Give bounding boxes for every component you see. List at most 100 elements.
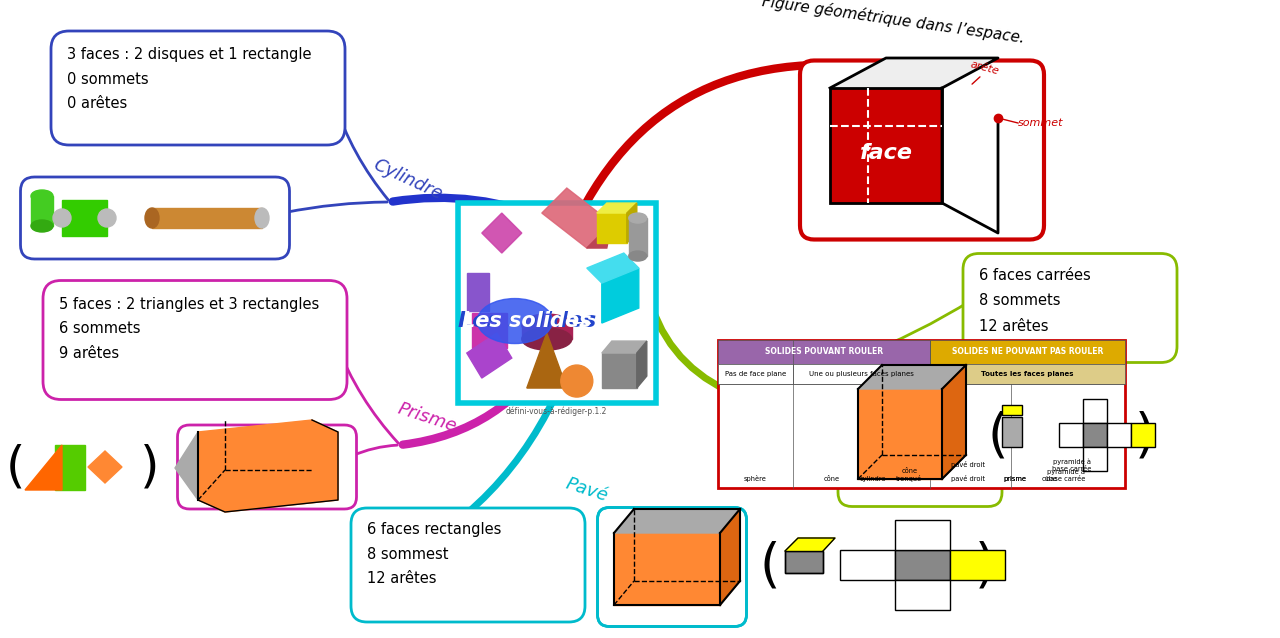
Polygon shape	[627, 203, 637, 243]
Bar	[929, 340, 1125, 364]
Text: Pas de face plane: Pas de face plane	[724, 371, 786, 377]
Ellipse shape	[99, 209, 116, 227]
Bar	[785, 551, 823, 573]
Text: 5 faces : 2 triangles et 3 rectangles
6 sommets
9 arêtes: 5 faces : 2 triangles et 3 rectangles 6 …	[59, 297, 319, 360]
Polygon shape	[942, 88, 998, 233]
Bar	[794, 364, 929, 384]
Ellipse shape	[477, 299, 552, 343]
Bar	[840, 550, 895, 580]
Text: Cylindre: Cylindre	[370, 156, 445, 204]
Bar	[1107, 423, 1132, 447]
Bar	[1059, 423, 1083, 447]
Bar	[1002, 417, 1021, 447]
Text: sphère: sphère	[744, 475, 767, 482]
Polygon shape	[602, 341, 646, 353]
Text: Cube: Cube	[718, 338, 767, 366]
Text: face: face	[859, 143, 913, 163]
Text: ): )	[1135, 411, 1156, 463]
Bar	[895, 520, 950, 550]
Ellipse shape	[31, 190, 52, 202]
Ellipse shape	[628, 251, 646, 261]
Polygon shape	[614, 509, 740, 533]
Text: Les solides: Les solides	[458, 311, 596, 331]
Text: sommet: sommet	[1018, 118, 1064, 128]
Ellipse shape	[628, 213, 646, 223]
Text: Solide: Solide	[591, 212, 648, 258]
Polygon shape	[942, 365, 966, 479]
Bar	[950, 550, 1005, 580]
Bar	[61, 200, 108, 236]
Text: prisme: prisme	[1004, 476, 1027, 482]
FancyBboxPatch shape	[838, 367, 1002, 507]
Polygon shape	[467, 333, 512, 378]
Ellipse shape	[145, 208, 159, 228]
Text: (: (	[5, 443, 24, 491]
Text: prisme: prisme	[1004, 476, 1027, 482]
Polygon shape	[586, 223, 612, 248]
Ellipse shape	[522, 328, 572, 350]
Polygon shape	[541, 188, 612, 248]
Polygon shape	[26, 445, 61, 490]
Polygon shape	[614, 533, 719, 605]
Polygon shape	[175, 432, 198, 500]
Text: cône
tronqué: cône tronqué	[896, 468, 923, 482]
Bar	[718, 364, 794, 384]
Bar	[929, 364, 1125, 384]
Text: 6 faces carrées
8 sommets
12 arêtes: 6 faces carrées 8 sommets 12 arêtes	[979, 267, 1091, 334]
Bar	[628, 218, 646, 256]
Text: SOLIDES POUVANT ROULER: SOLIDES POUVANT ROULER	[764, 348, 883, 357]
FancyBboxPatch shape	[351, 508, 585, 622]
Text: Les solides: Les solides	[462, 311, 591, 331]
Text: Figure géométrique dans l’espace.: Figure géométrique dans l’espace.	[760, 0, 1025, 47]
Polygon shape	[88, 451, 122, 483]
Polygon shape	[719, 509, 740, 605]
Bar	[895, 580, 950, 610]
Text: 6 faces rectangles
8 sommest
12 arêtes: 6 faces rectangles 8 sommest 12 arêtes	[367, 522, 502, 586]
Text: pavé droit: pavé droit	[951, 475, 986, 482]
Bar	[458, 203, 655, 403]
Text: (: (	[760, 540, 781, 592]
Bar	[522, 325, 572, 339]
Bar	[895, 550, 950, 580]
FancyBboxPatch shape	[963, 253, 1178, 362]
Bar	[718, 340, 1125, 488]
Bar	[1083, 423, 1107, 447]
Text: cube: cube	[1042, 476, 1059, 482]
Ellipse shape	[255, 208, 269, 228]
Text: ): )	[141, 443, 160, 491]
FancyBboxPatch shape	[800, 61, 1044, 239]
FancyBboxPatch shape	[598, 507, 746, 627]
Polygon shape	[785, 538, 835, 551]
Bar	[829, 88, 942, 203]
Polygon shape	[858, 389, 942, 479]
Polygon shape	[602, 353, 637, 388]
Bar	[31, 196, 52, 226]
Text: arête: arête	[969, 59, 1001, 77]
Polygon shape	[637, 341, 646, 388]
Bar	[1083, 399, 1107, 423]
Polygon shape	[472, 313, 507, 348]
FancyBboxPatch shape	[20, 177, 289, 259]
Text: pyramide à
base carrée: pyramide à base carrée	[1046, 468, 1085, 482]
Bar	[1132, 423, 1155, 447]
Polygon shape	[602, 268, 639, 323]
Polygon shape	[829, 88, 942, 203]
Ellipse shape	[52, 209, 70, 227]
Bar	[1002, 405, 1021, 415]
Bar	[152, 208, 262, 228]
Polygon shape	[55, 445, 84, 490]
Polygon shape	[586, 253, 639, 283]
Ellipse shape	[522, 314, 572, 336]
Text: Une ou plusieurs faces planes: Une ou plusieurs faces planes	[809, 371, 914, 377]
Text: Pavé: Pavé	[563, 475, 611, 505]
Polygon shape	[198, 420, 338, 512]
Text: défini-vous-à-rédiger-p.1.2: défini-vous-à-rédiger-p.1.2	[506, 406, 608, 416]
FancyBboxPatch shape	[51, 31, 346, 145]
Text: Prisme: Prisme	[396, 400, 458, 436]
Polygon shape	[829, 58, 998, 88]
Text: (: (	[988, 411, 1009, 463]
Bar	[467, 273, 489, 311]
Text: 3 faces : 2 disques et 1 rectangle
0 sommets
0 arêtes: 3 faces : 2 disques et 1 rectangle 0 som…	[67, 47, 311, 111]
Polygon shape	[481, 213, 522, 253]
Text: pavé droit: pavé droit	[951, 461, 986, 468]
